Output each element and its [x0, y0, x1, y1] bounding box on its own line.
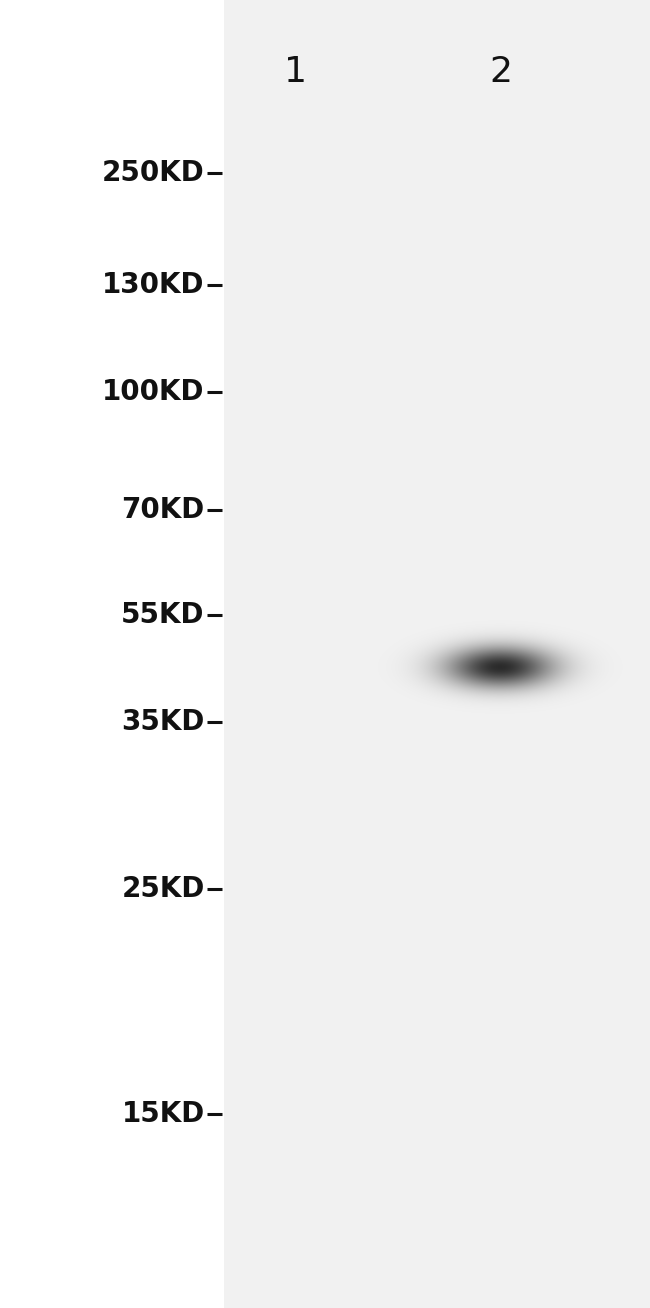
FancyBboxPatch shape — [224, 0, 650, 1308]
Text: 1: 1 — [284, 55, 307, 89]
Text: 2: 2 — [489, 55, 512, 89]
Text: 250KD: 250KD — [102, 158, 205, 187]
Text: 35KD: 35KD — [122, 708, 205, 736]
Text: 15KD: 15KD — [122, 1100, 205, 1129]
Text: 130KD: 130KD — [102, 271, 205, 300]
Text: 70KD: 70KD — [122, 496, 205, 525]
Text: 25KD: 25KD — [122, 875, 205, 904]
Text: 100KD: 100KD — [102, 378, 205, 407]
Text: 55KD: 55KD — [122, 600, 205, 629]
